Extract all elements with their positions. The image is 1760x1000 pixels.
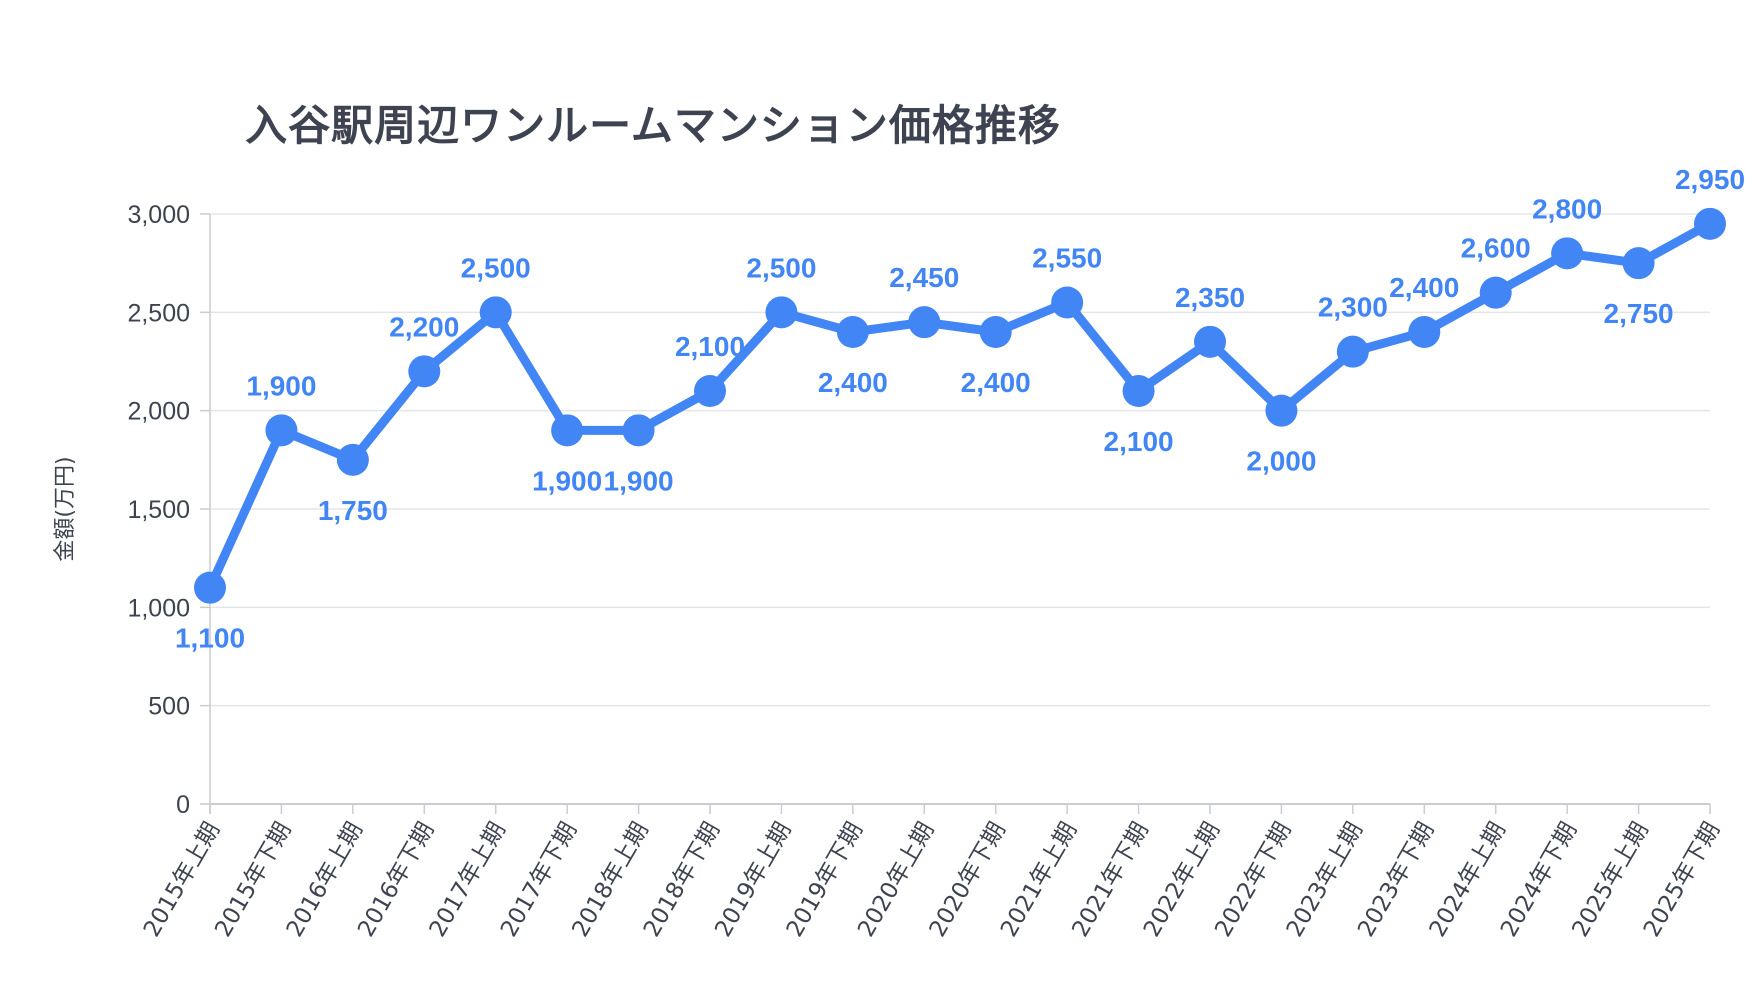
data-point[interactable] xyxy=(551,414,584,447)
data-label: 2,400 xyxy=(961,367,1031,398)
x-tick-label: 2025年上期 xyxy=(1567,818,1653,941)
x-tick-label: 2019年下期 xyxy=(782,818,868,941)
y-tick-label: 1,500 xyxy=(127,496,190,524)
data-point[interactable] xyxy=(1551,237,1584,270)
x-tick-label: 2018年下期 xyxy=(639,818,725,941)
data-label: 2,400 xyxy=(818,367,888,398)
data-label: 2,100 xyxy=(1104,426,1174,457)
data-point[interactable] xyxy=(694,375,726,407)
data-point[interactable] xyxy=(408,355,441,388)
data-label: 2,000 xyxy=(1246,446,1316,477)
data-label: 1,900 xyxy=(246,370,316,401)
data-point[interactable] xyxy=(1694,207,1726,240)
data-label: 2,300 xyxy=(1318,292,1388,323)
data-point[interactable] xyxy=(1408,316,1441,348)
x-tick-label: 2019年上期 xyxy=(710,818,796,941)
data-label: 2,200 xyxy=(389,311,459,342)
data-point[interactable] xyxy=(1051,286,1084,319)
data-point[interactable] xyxy=(1194,325,1226,358)
y-tick-label: 2,000 xyxy=(127,398,190,426)
x-tick-label: 2017年下期 xyxy=(496,818,582,941)
data-label: 2,500 xyxy=(461,252,531,283)
data-label: 2,600 xyxy=(1461,233,1531,264)
data-label: 1,100 xyxy=(175,623,245,654)
data-label: 2,750 xyxy=(1604,298,1674,329)
data-point[interactable] xyxy=(908,306,941,339)
x-tick-label: 2016年上期 xyxy=(282,818,368,941)
x-tick-label: 2020年下期 xyxy=(925,818,1011,941)
data-point[interactable] xyxy=(1122,375,1155,407)
data-label: 2,550 xyxy=(1032,243,1102,274)
y-axis-title: 金額(万円) xyxy=(53,456,78,561)
x-tick-label: 2021年下期 xyxy=(1067,818,1153,941)
data-point[interactable] xyxy=(1336,335,1369,368)
data-point[interactable] xyxy=(622,414,655,447)
data-label: 1,900 xyxy=(604,465,674,496)
data-point[interactable] xyxy=(979,316,1012,348)
data-label: 1,900 xyxy=(532,465,602,496)
series-line xyxy=(205,219,1715,593)
chart-title: 入谷駅周辺ワンルームマンション価格推移 xyxy=(245,101,1061,150)
data-label: 1,750 xyxy=(318,495,388,526)
x-tick-label: 2025年下期 xyxy=(1639,818,1725,941)
data-point[interactable] xyxy=(1265,394,1298,427)
data-point[interactable] xyxy=(1622,247,1655,280)
y-tick-label: 500 xyxy=(148,693,190,721)
x-tick-label: 2022年下期 xyxy=(1210,818,1296,941)
x-tick-label: 2015年上期 xyxy=(139,818,225,941)
data-label: 2,400 xyxy=(1389,272,1459,303)
data-label: 2,350 xyxy=(1175,282,1245,313)
data-point[interactable] xyxy=(194,571,226,604)
data-label: 2,100 xyxy=(675,331,745,362)
y-tick-label: 2,500 xyxy=(127,299,190,327)
x-tick-label: 2022年上期 xyxy=(1139,818,1225,941)
data-point[interactable] xyxy=(765,296,798,329)
data-point[interactable] xyxy=(265,414,298,447)
data-label: 2,500 xyxy=(746,252,816,283)
data-point[interactable] xyxy=(336,443,369,476)
x-tick-label: 2018年上期 xyxy=(567,818,653,941)
y-tick-label: 3,000 xyxy=(127,201,190,229)
x-tick-label: 2023年上期 xyxy=(1282,818,1368,941)
x-tick-label: 2016年下期 xyxy=(353,818,439,941)
data-point[interactable] xyxy=(1479,276,1512,309)
x-tick-label: 2017年上期 xyxy=(425,818,511,941)
x-tick-label: 2023年下期 xyxy=(1353,818,1439,941)
x-tick-label: 2024年下期 xyxy=(1496,818,1582,941)
data-label: 2,450 xyxy=(889,262,959,293)
y-tick-label: 0 xyxy=(176,791,190,819)
data-point[interactable] xyxy=(479,296,512,329)
x-tick-label: 2021年上期 xyxy=(996,818,1082,941)
x-tick-label: 2024年上期 xyxy=(1425,818,1511,941)
y-tick-label: 1,000 xyxy=(127,594,190,622)
data-label: 2,800 xyxy=(1532,193,1602,224)
x-tick-label: 2020年上期 xyxy=(853,818,939,941)
data-label: 2,950 xyxy=(1675,164,1745,195)
x-tick-label: 2015年下期 xyxy=(210,818,296,941)
data-point[interactable] xyxy=(836,316,869,348)
